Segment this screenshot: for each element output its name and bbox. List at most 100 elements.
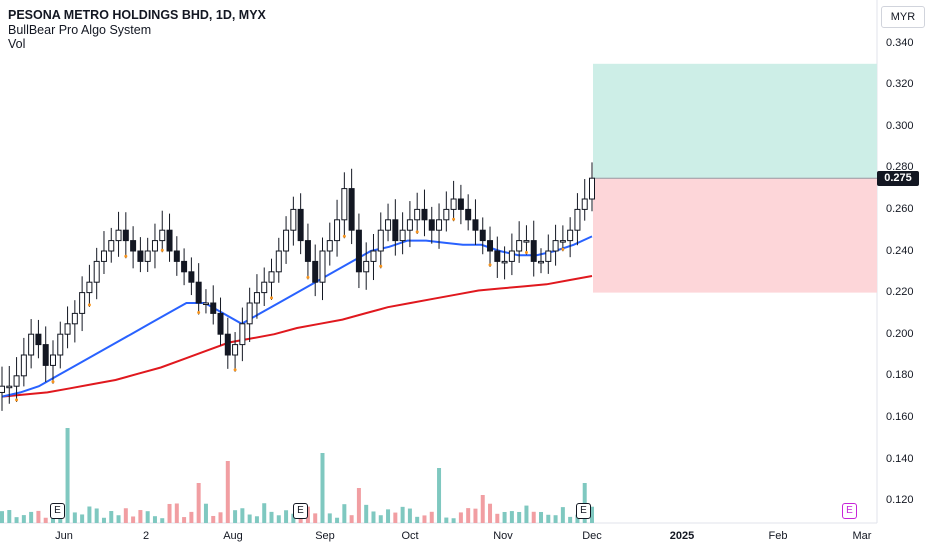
candle-body [319, 250, 326, 283]
candle-body [304, 240, 311, 262]
volume-bar [386, 509, 391, 523]
volume-bar [342, 504, 347, 523]
candle-body [42, 344, 49, 366]
signal-dot [87, 303, 91, 307]
chart-legend: PESONA METRO HOLDINGS BHD, 1D, MYX BullB… [8, 8, 266, 52]
candle-body [494, 250, 501, 262]
y-axis-label: 0.280 [886, 161, 914, 173]
volume-bar [356, 488, 361, 523]
candle-body [144, 250, 151, 262]
earnings-badge-upcoming[interactable]: E [842, 503, 857, 519]
candle-body [457, 198, 464, 210]
candle-body [217, 312, 224, 335]
volume-bar [298, 516, 303, 523]
volume-bar [138, 510, 143, 523]
candle-body [20, 354, 27, 377]
candle-body [6, 385, 13, 389]
volume-bar [371, 511, 376, 523]
volume-bar [488, 503, 493, 523]
volume-bar [502, 511, 507, 523]
candle-body [559, 240, 566, 243]
volume-bar [364, 504, 369, 523]
signal-dot [561, 247, 565, 251]
candle-body [479, 229, 486, 242]
candle-body [290, 208, 297, 231]
volume-bar [0, 511, 4, 523]
volume-bar [378, 515, 383, 523]
candle-body [151, 240, 158, 252]
x-axis-label: Oct [401, 530, 419, 542]
volume-bar [254, 516, 259, 523]
volume-label[interactable]: Vol [8, 37, 26, 51]
earnings-badge[interactable]: E [293, 503, 308, 519]
volume-bar [167, 503, 172, 523]
volume-bar [145, 511, 150, 523]
signal-dot [233, 368, 237, 372]
volume-bar [36, 510, 41, 523]
candle-body [472, 219, 479, 231]
y-axis-label: 0.300 [886, 120, 914, 132]
candle-body [159, 229, 166, 242]
candle-body [115, 229, 122, 242]
candle-body [253, 292, 260, 304]
candle-body [79, 292, 86, 314]
candle-body [268, 271, 275, 283]
volume-bar [422, 515, 427, 523]
y-axis-label: 0.260 [886, 203, 914, 215]
candle-body [28, 333, 35, 356]
candle-body [355, 229, 362, 273]
y-axis-label: 0.200 [886, 328, 914, 340]
volume-bar [429, 511, 434, 523]
candle-body [173, 250, 180, 262]
volume-bar [247, 514, 252, 523]
candle-body [86, 281, 93, 294]
volume-bar [349, 515, 354, 523]
volume-bar [451, 518, 456, 523]
candle-body [406, 219, 413, 231]
candle-body [501, 260, 508, 264]
volume-bar [560, 507, 565, 523]
candle-body [239, 323, 246, 346]
x-axis-label: Dec [582, 530, 602, 542]
volume-bar [189, 511, 194, 523]
volume-bar [152, 516, 157, 523]
currency-button[interactable]: MYR [881, 6, 925, 28]
candle-body [428, 219, 435, 231]
target-zone [593, 63, 877, 179]
candle-body [326, 240, 333, 252]
indicator-label[interactable]: BullBear Pro Algo System [8, 22, 152, 37]
volume-bar [160, 518, 165, 523]
candle-body [232, 344, 239, 356]
candle-body [312, 260, 319, 283]
candle-body [275, 250, 282, 273]
volume-bar [233, 510, 238, 523]
volume-bar [531, 511, 536, 523]
volume-bar [466, 508, 471, 523]
candle-body [443, 208, 450, 221]
volume-bar [21, 515, 26, 523]
volume-bar [415, 516, 420, 523]
volume-bar [101, 517, 106, 523]
earnings-badge[interactable]: E [50, 503, 65, 519]
earnings-badge[interactable]: E [576, 503, 591, 519]
volume-bar [131, 516, 136, 523]
candle-body [93, 260, 100, 283]
candle-body [210, 302, 217, 314]
x-axis-label: Sep [315, 530, 335, 542]
signal-dot [306, 275, 310, 279]
candle-body [589, 177, 595, 200]
x-axis-label: 2 [142, 530, 150, 542]
symbol-title[interactable]: PESONA METRO HOLDINGS BHD, 1D, MYX [8, 8, 266, 22]
candle-body [516, 240, 523, 252]
volume-bar [218, 512, 223, 523]
x-axis-label: Feb [768, 530, 788, 542]
candle-body [341, 188, 348, 221]
candle-body [414, 208, 421, 221]
volume-bar [509, 511, 514, 523]
signal-dot [270, 296, 274, 300]
candle-body [202, 302, 209, 305]
candle-body [377, 229, 384, 252]
candle-body [545, 250, 552, 262]
volume-bar [43, 517, 48, 523]
